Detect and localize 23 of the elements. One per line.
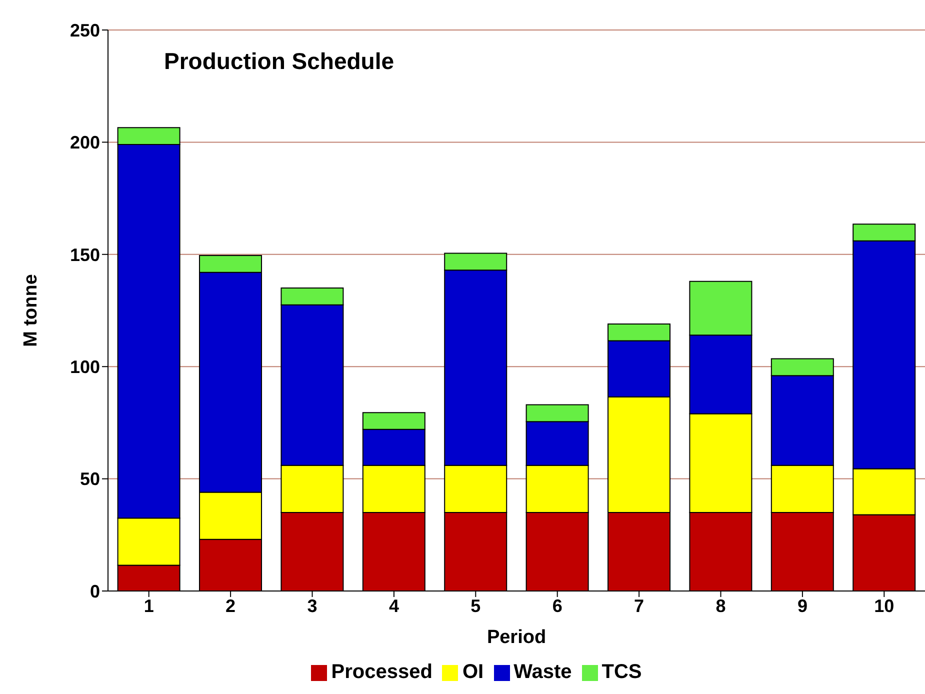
y-tick-label: 50: [80, 469, 100, 490]
y-tick-label: 100: [70, 356, 100, 377]
legend-label: Processed: [331, 661, 432, 683]
x-tick-label: 10: [874, 596, 894, 616]
y-tick-label: 200: [70, 132, 100, 153]
x-tick-label: 5: [470, 596, 481, 616]
x-tick-label: 2: [226, 596, 236, 616]
x-tick-label: 3: [307, 596, 318, 616]
x-axis-title: Period: [486, 627, 546, 648]
y-tick-label: 0: [90, 581, 100, 602]
legend-label: TCS: [602, 661, 642, 683]
x-tick-label: 7: [634, 596, 644, 616]
x-tick-label: 1: [144, 596, 154, 616]
x-tick-label: 6: [552, 596, 562, 616]
x-tick-label: 4: [388, 596, 399, 616]
y-axis-title: M tonne: [20, 274, 42, 347]
legend-label: Waste: [514, 661, 572, 683]
x-tick-label: 9: [797, 596, 808, 616]
y-tick-label: 250: [70, 20, 100, 40]
text: Production Schedule: [164, 48, 394, 75]
y-tick-label: 150: [70, 244, 100, 265]
x-tick-label: 8: [716, 596, 726, 616]
legend-label: OI: [462, 661, 484, 683]
